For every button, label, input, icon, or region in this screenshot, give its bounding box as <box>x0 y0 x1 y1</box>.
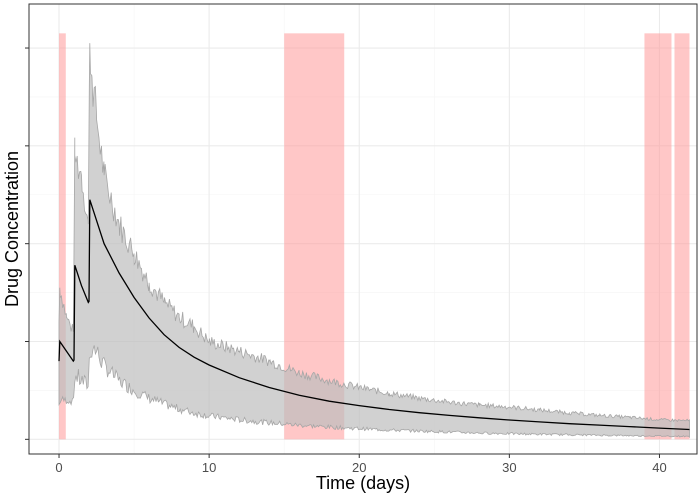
confidence-band <box>58 43 690 438</box>
x-axis-title: Time (days) <box>316 473 410 493</box>
confidence-band-area <box>58 43 690 438</box>
panel-border <box>28 3 698 455</box>
x-tick-label: 0 <box>55 460 62 475</box>
shaded-window-1 <box>59 33 66 440</box>
x-tick-label: 30 <box>502 460 516 475</box>
y-axis-title: Drug Concentration <box>2 151 22 307</box>
shaded-windows <box>59 33 690 440</box>
median-line <box>58 199 690 431</box>
shaded-window-3 <box>644 33 672 440</box>
median-concentration-line <box>58 199 690 431</box>
x-tick-label: 20 <box>352 460 366 475</box>
axis-ticks: 0 10 20 30 40 <box>25 47 667 475</box>
shaded-window-4 <box>674 33 690 440</box>
x-tick-label: 40 <box>652 460 666 475</box>
x-tick-label: 10 <box>202 460 216 475</box>
